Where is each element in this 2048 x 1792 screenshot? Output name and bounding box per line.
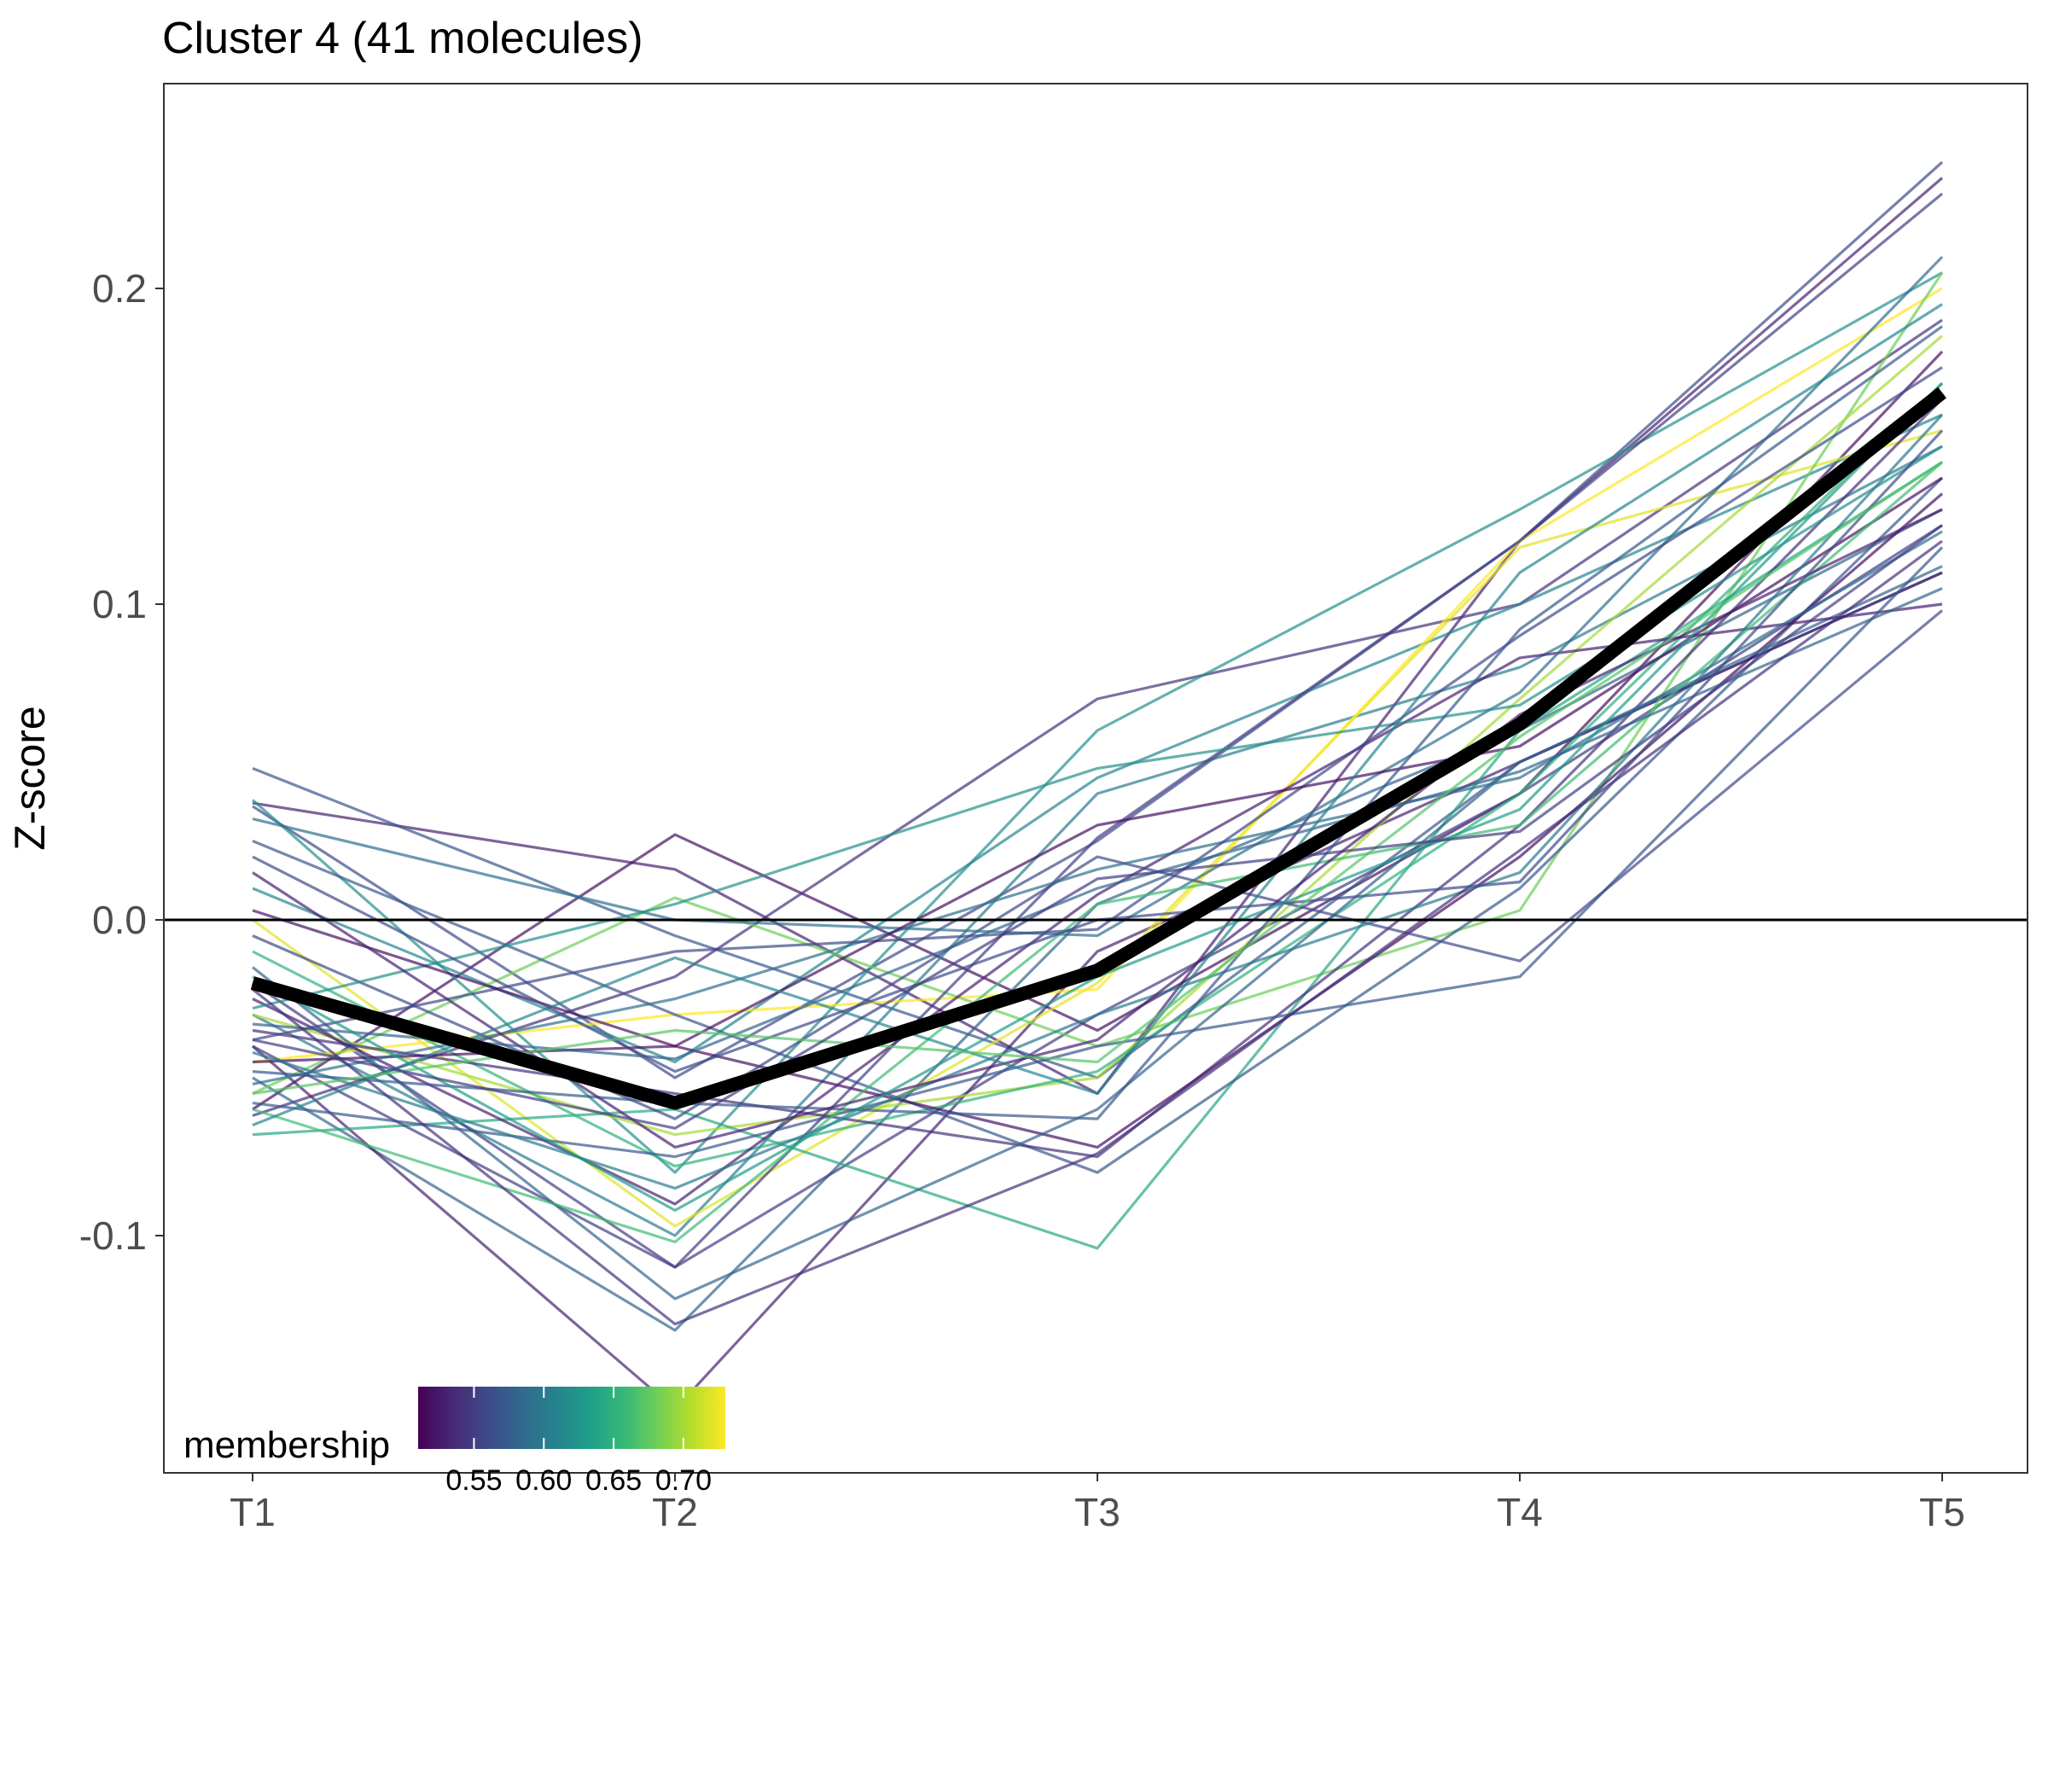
series-line xyxy=(252,539,1943,1326)
x-tick-label: T1 xyxy=(230,1490,276,1534)
x-tick-label: T4 xyxy=(1497,1490,1543,1534)
y-tick-label: -0.1 xyxy=(79,1213,147,1258)
axis-tick-labels: 0.2 0.1 0.0 -0.1 T1 T2 T3 T4 T5 xyxy=(79,266,1965,1534)
series-line xyxy=(252,461,1943,1096)
x-tick-label: T2 xyxy=(652,1490,698,1534)
series-line xyxy=(252,303,1943,1126)
series-line xyxy=(252,366,1943,1042)
series-line xyxy=(252,546,1944,1159)
x-tick-label: T5 xyxy=(1919,1490,1965,1534)
series-line xyxy=(252,160,1944,1079)
y-tick-label: 0.0 xyxy=(92,898,147,942)
series-line xyxy=(252,428,1943,1228)
legend-tick-label: 0.55 xyxy=(445,1464,502,1497)
y-tick-label: 0.2 xyxy=(92,266,147,311)
legend-colorbar xyxy=(418,1387,725,1449)
legend-tick-label: 0.65 xyxy=(585,1464,642,1497)
chart-title: Cluster 4 (41 molecules) xyxy=(162,14,643,63)
y-axis-title-group: Z-score xyxy=(6,706,54,850)
legend-tick-label: 0.70 xyxy=(655,1464,712,1497)
axis-ticks xyxy=(155,288,1943,1481)
series-line xyxy=(252,587,1943,1061)
y-tick-label: 0.1 xyxy=(92,582,147,626)
y-axis-title: Z-score xyxy=(6,706,54,850)
series-line xyxy=(252,287,1943,1064)
plot-panel-border xyxy=(163,83,2028,1474)
series-line xyxy=(252,325,1943,1120)
series-line xyxy=(252,192,1944,1269)
legend-tick-label: 0.60 xyxy=(515,1464,572,1497)
x-tick-label: T3 xyxy=(1074,1490,1120,1534)
series-line xyxy=(252,524,1943,1130)
series-line xyxy=(252,413,1943,1064)
series-line xyxy=(252,476,1944,1174)
legend-ticks: 0.55 0.60 0.65 0.70 xyxy=(445,1387,712,1497)
series-line xyxy=(252,476,1943,1048)
series-line xyxy=(252,530,1943,1085)
series-line xyxy=(252,445,1943,1237)
legend: membership 0.55 0.60 0.65 0.70 xyxy=(183,1387,725,1497)
series-line xyxy=(252,602,1943,1206)
legend-title: membership xyxy=(183,1424,390,1466)
series-line xyxy=(252,398,1944,1159)
series-line xyxy=(252,461,1944,1243)
centroid-line xyxy=(250,387,1946,1110)
series-line xyxy=(252,413,1944,1190)
series-lines xyxy=(251,160,1944,1411)
